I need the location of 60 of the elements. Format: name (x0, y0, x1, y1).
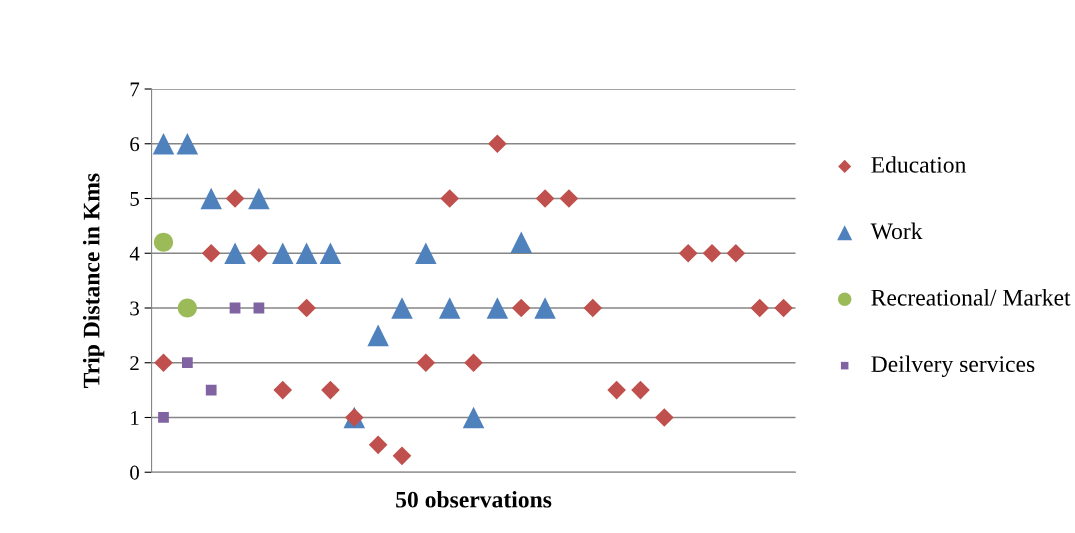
point (702, 243, 722, 263)
point (271, 242, 294, 265)
point (462, 406, 485, 429)
legend-label: Education (871, 156, 967, 173)
point (392, 446, 412, 466)
point (295, 242, 318, 265)
y-axis-title: Trip Distance in Kms (82, 173, 105, 388)
y-tick-label: 0 (130, 465, 139, 480)
point (205, 384, 217, 396)
y-tick-label: 1 (131, 410, 139, 425)
point (488, 134, 507, 154)
point (440, 189, 460, 208)
point (510, 231, 532, 254)
point (158, 412, 169, 423)
point (224, 242, 246, 265)
point (391, 297, 413, 319)
point (415, 242, 437, 265)
point (559, 189, 579, 208)
point (367, 324, 389, 347)
point (774, 298, 793, 318)
point (249, 243, 269, 263)
legend-label: Deilvery services (871, 355, 1035, 377)
point (181, 357, 193, 369)
point (248, 187, 270, 210)
x-axis-title: 50 observations (396, 490, 552, 508)
point (511, 298, 531, 318)
legend-label: Work (870, 222, 923, 240)
point (273, 380, 293, 400)
point (583, 298, 603, 318)
point (201, 243, 221, 263)
point (153, 232, 174, 252)
point (535, 189, 555, 208)
point (321, 380, 340, 400)
point (368, 435, 388, 455)
point (416, 353, 436, 373)
y-tick-label: 5 (130, 192, 139, 206)
y-tick-label: 4 (129, 246, 140, 261)
point (225, 189, 245, 208)
point (176, 133, 199, 155)
point (154, 353, 173, 373)
point (177, 298, 197, 318)
point (534, 297, 556, 319)
y-tick-label: 7 (130, 82, 140, 97)
y-tick-label: 2 (130, 356, 139, 370)
legend-label: Recreational/ Market (871, 289, 1071, 306)
point (464, 353, 483, 373)
y-tick-label: 3 (130, 301, 139, 316)
point (486, 297, 509, 319)
point (750, 298, 770, 318)
point (631, 380, 650, 400)
y-tick-label: 6 (130, 137, 140, 152)
point (607, 380, 626, 400)
point (726, 243, 746, 263)
point (297, 298, 316, 318)
point (678, 243, 698, 263)
point (438, 297, 461, 319)
point (319, 242, 342, 265)
point (200, 187, 222, 210)
point (655, 408, 674, 427)
point (152, 133, 175, 155)
